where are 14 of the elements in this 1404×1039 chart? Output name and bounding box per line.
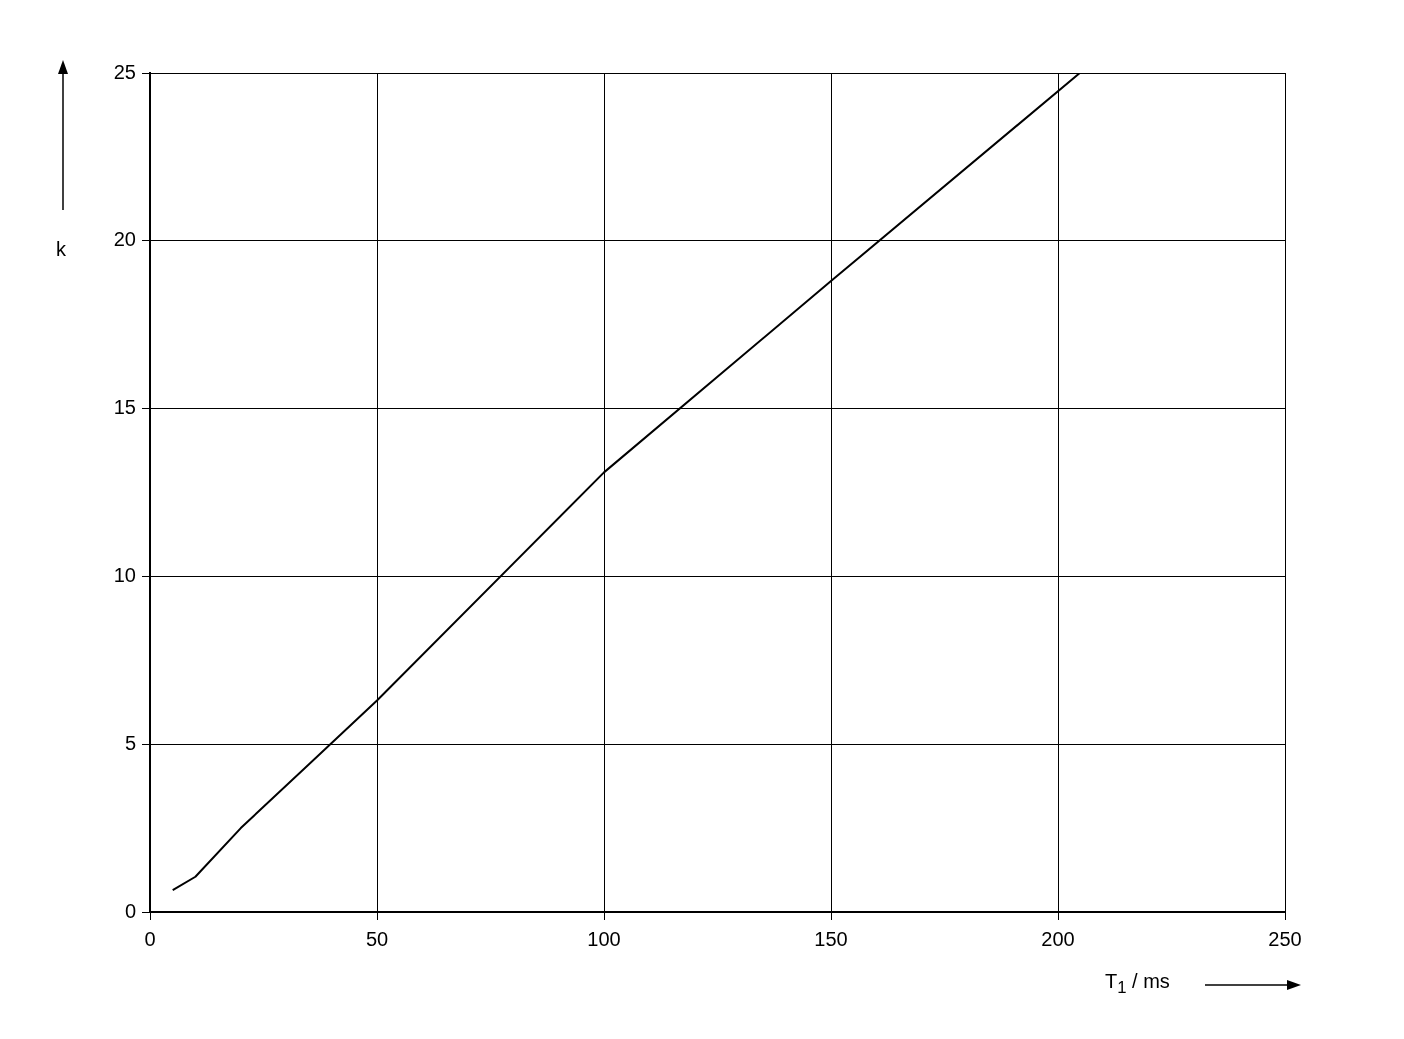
x-tick-label: 0 [144, 927, 156, 950]
y-tick-label: 20 [113, 228, 136, 251]
x-tick-label: 50 [365, 927, 389, 950]
x-tick-label: 250 [1268, 927, 1302, 950]
y-tick-label: 15 [113, 396, 136, 419]
y-tick-label: 25 [113, 60, 136, 83]
y-tick-label: 0 [124, 899, 136, 922]
x-tick-label: 200 [1041, 927, 1075, 950]
y-tick-label: 10 [113, 563, 136, 586]
x-axis-title: T$_{1}$ / ms [1105, 970, 1170, 998]
x-tick-label: 150 [814, 927, 848, 950]
y-tick-label: 5 [124, 731, 136, 754]
y-axis-title: k [56, 238, 66, 261]
x-tick-label: 100 [587, 927, 621, 950]
